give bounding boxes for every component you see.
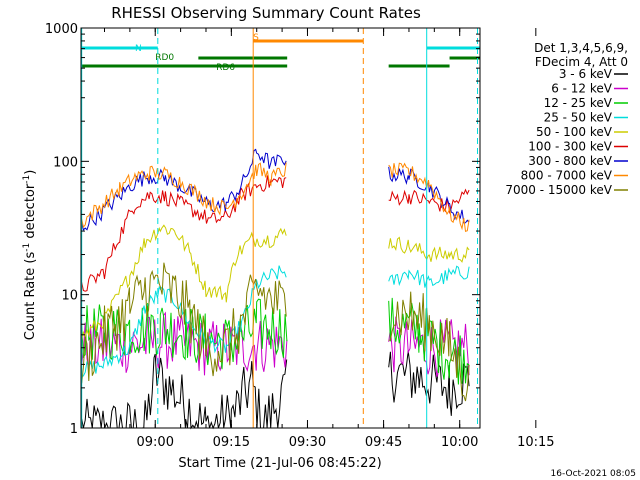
y-axis-label-mid: detector — [23, 183, 38, 243]
y-axis-label: Count Rate (s-1 detector-1) — [22, 170, 38, 341]
y-axis-label-sup1: -1 — [22, 243, 32, 252]
x-tick-label-2: 09:30 — [289, 435, 326, 450]
x-tick-label-1: 09:15 — [213, 435, 250, 450]
legend-label-0: 3 - 6 keV — [559, 67, 613, 81]
y-axis-label-sup2: -1 — [22, 175, 32, 184]
legend-header-0: Det 1,3,4,5,6,9, — [534, 41, 628, 55]
chart-title: RHESSI Observing Summary Count Rates — [111, 4, 421, 22]
series-line-4 — [81, 224, 470, 341]
series-line-8 — [81, 262, 470, 402]
y-tick-label-2: 100 — [53, 155, 78, 170]
series-line-7 — [81, 162, 470, 232]
legend-label-5: 100 - 300 keV — [528, 140, 612, 154]
plot-frame — [80, 27, 481, 429]
x-tick-label-5: 10:15 — [517, 435, 554, 450]
series-line-3 — [81, 265, 470, 378]
annotation-label-rd6: RD6 — [216, 63, 235, 73]
x-tick-label-3: 09:45 — [365, 435, 402, 450]
y-axis-label-main: Count Rate (s — [23, 252, 38, 341]
y-tick-label-3: 1000 — [45, 22, 78, 37]
annotation-label-rd0: RD0 — [155, 53, 174, 63]
x-tick-label-4: 10:00 — [441, 435, 478, 450]
annotation-label-s: S — [253, 33, 259, 43]
x-tick-label-0: 09:00 — [137, 435, 174, 450]
legend-label-8: 7000 - 15000 keV — [505, 183, 612, 197]
annotation-label-n: N — [135, 44, 142, 54]
series-line-0 — [81, 351, 470, 430]
y-axis-label-end: ) — [23, 170, 38, 175]
series-line-6 — [81, 148, 470, 231]
series-line-5 — [81, 175, 470, 292]
timestamp-label: 16-Oct-2021 08:05 — [551, 469, 636, 479]
legend-label-7: 800 - 7000 keV — [521, 169, 613, 183]
legend-label-1: 6 - 12 keV — [551, 82, 613, 96]
legend-label-2: 12 - 25 keV — [544, 96, 613, 110]
legend-label-4: 50 - 100 keV — [536, 125, 613, 139]
legend-label-6: 300 - 800 keV — [528, 154, 612, 168]
x-axis-label: Start Time (21-Jul-06 08:45:22) — [178, 456, 381, 471]
legend-header-1: FDecim 4, Att 0 — [535, 55, 628, 69]
y-tick-label-0: 1 — [70, 422, 78, 437]
y-tick-label-1: 10 — [61, 289, 78, 304]
legend-label-3: 25 - 50 keV — [544, 111, 613, 125]
